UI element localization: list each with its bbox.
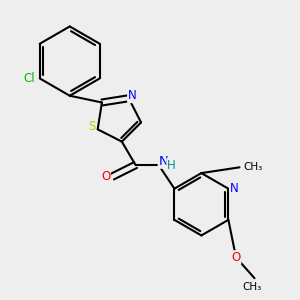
Text: S: S (88, 121, 96, 134)
Text: CH₃: CH₃ (243, 162, 262, 172)
Text: N: N (158, 155, 168, 168)
Text: N: N (128, 89, 136, 102)
Text: Cl: Cl (23, 72, 35, 85)
Text: N: N (230, 182, 239, 195)
Text: O: O (231, 251, 241, 264)
Text: O: O (101, 170, 110, 183)
Text: CH₃: CH₃ (243, 282, 262, 292)
Text: H: H (167, 158, 176, 172)
